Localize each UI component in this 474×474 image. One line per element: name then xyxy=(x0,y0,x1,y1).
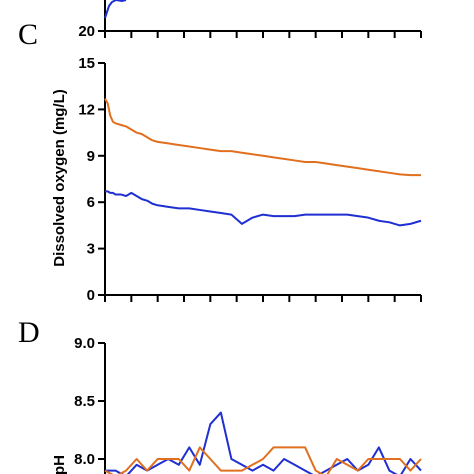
panel-d-ylabel: pH xyxy=(51,455,68,474)
top-panel-ytick-label: 20 xyxy=(78,23,95,40)
panel-c-ytick-label: 0 xyxy=(87,287,95,304)
panel-d-ytick-label: 9.0 xyxy=(74,335,95,352)
panel-c-series xyxy=(104,98,422,227)
panel-c-letter: C xyxy=(18,18,38,51)
panel-d-yticks: 9.0 8.5 8.0 xyxy=(74,335,105,468)
top-panel: 20 xyxy=(78,0,422,40)
panel-c-ytick-label: 3 xyxy=(87,241,95,258)
panel-c-series-line-1 xyxy=(104,98,421,177)
panel-c-ylabel: Dissolved oxygen (mg/L) xyxy=(51,89,68,267)
panel-d: 9.0 8.5 8.0 pH xyxy=(51,335,422,474)
panel-c-ytick-label: 12 xyxy=(78,101,95,118)
panel-d-ytick-label: 8.5 xyxy=(74,393,95,410)
panel-c-series-line-2 xyxy=(105,190,422,227)
panel-d-series-line-1 xyxy=(105,411,422,474)
panel-d-letter: D xyxy=(18,316,40,349)
panel-d-ytick-label: 8.0 xyxy=(74,451,95,468)
top-panel-xticks xyxy=(104,31,422,38)
panel-d-series-line-2 xyxy=(104,446,422,474)
panel-c: 0 3 6 9 12 15 Dissolved oxygen (mg/L) xyxy=(51,55,422,304)
panel-c-ytick-label: 15 xyxy=(78,55,95,72)
panel-c-xticks xyxy=(104,295,422,302)
panel-c-ytick-label: 9 xyxy=(87,148,95,165)
panel-d-series xyxy=(104,411,422,474)
panel-c-ytick-label: 6 xyxy=(87,194,95,211)
top-panel-partial-line xyxy=(104,0,127,19)
panel-c-yticks: 0 3 6 9 12 15 xyxy=(78,55,105,304)
